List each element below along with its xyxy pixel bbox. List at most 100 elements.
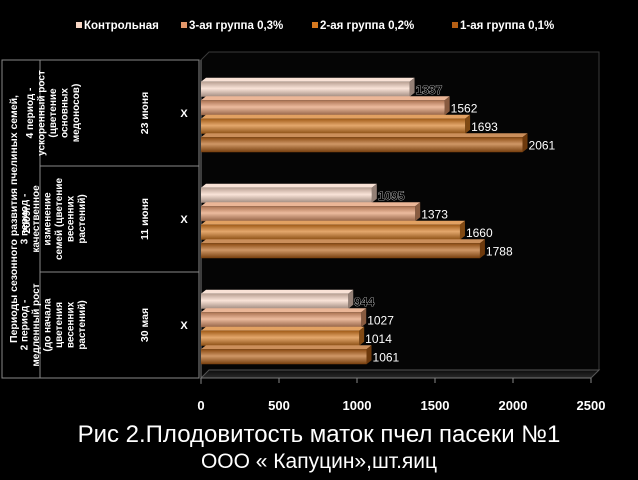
x-tick-label: 1500: [421, 398, 450, 413]
category-date-label: 30 мая: [139, 308, 151, 342]
bar: [201, 243, 480, 259]
bar-value-label: 1660: [466, 226, 493, 240]
bar-value-label: 1027: [367, 313, 394, 327]
bar: [201, 100, 445, 116]
bar-end-cap: [465, 114, 471, 134]
bar: [201, 137, 523, 153]
legend-swatch: [312, 22, 318, 28]
x-tick-label: 1000: [343, 398, 372, 413]
category-period-line: растений): [77, 194, 88, 243]
legend-label: Контрольная: [84, 20, 159, 32]
category-table: Периоды сезонного развития пчелиных семе…: [1, 59, 200, 379]
category-date-label: 23 июня: [139, 92, 151, 135]
bar-value-label: 1562: [451, 101, 478, 115]
bar-value-label: 1061: [373, 350, 400, 364]
x-tick-label: 2000: [499, 398, 528, 413]
legend-label: 3-ая группа 0,3%: [189, 20, 283, 32]
category-period-line: основных: [60, 88, 71, 138]
bar-end-cap: [459, 220, 465, 240]
category-period-line: весенних: [65, 195, 76, 242]
category-mark: Х: [180, 108, 188, 120]
chart-caption-line1: Рис 2.Плодовитость маток пчел пасеки №1: [77, 421, 561, 448]
y-axis-title-line: Периоды сезонного развития пчелиных семе…: [8, 95, 20, 343]
bar-top-face: [201, 289, 354, 294]
bar: [201, 224, 460, 240]
bar-top-face: [201, 220, 465, 225]
category-period-label: 2 период -медленный рост(до началацветен…: [19, 283, 88, 366]
legend-swatch: [181, 22, 187, 28]
bar: [201, 118, 466, 134]
bar-group: 1337 1562 1693 2061 1095 1373 1660 1788 944 1027 1…: [201, 77, 556, 365]
bar-value-label: 1337: [416, 83, 443, 97]
category-period-line: цветения: [54, 302, 65, 348]
category-period-label: 4 период -ускоренный рост(цветениеосновн…: [25, 70, 82, 156]
bar: [201, 349, 367, 365]
category-period-line: (до начала: [42, 298, 53, 352]
bar-value-label: 944: [354, 295, 374, 309]
bar-end-cap: [371, 183, 377, 203]
bar: [201, 293, 349, 309]
category-period-line: медоносов): [71, 84, 82, 143]
bar-value-label: 1095: [378, 189, 405, 203]
y-axis-title-line: 2009г.: [21, 204, 33, 234]
bar-top-face: [201, 77, 415, 82]
category-period-line: качественное: [31, 185, 42, 253]
category-period-line: изменение: [42, 192, 53, 246]
bar-value-label: 1693: [471, 120, 498, 134]
bar-top-face: [201, 326, 365, 331]
category-period-label: 3 период -качественноеизменениесемей (цв…: [19, 178, 88, 260]
chart-caption-line2: ООО « Капуцин»,шт.яиц: [200, 450, 438, 473]
bar: [201, 206, 416, 222]
bar: [201, 312, 362, 328]
category-period-line: растений): [77, 300, 88, 349]
category-period-line: 3 период -: [19, 194, 30, 245]
category-period-line: семей (цветение: [54, 178, 65, 260]
plot-floor: [199, 369, 601, 379]
bar: [201, 330, 360, 346]
bar: [201, 187, 372, 203]
category-mark: Х: [180, 320, 188, 332]
category-period-line: ускоренный рост: [37, 70, 48, 156]
bar-value-label: 1788: [486, 244, 513, 258]
x-tick-label: 2500: [577, 398, 606, 413]
x-axis: 0 500 1000 1500 2000 2500: [197, 378, 605, 413]
bar-end-cap: [522, 133, 528, 153]
bar-value-label: 2061: [529, 138, 556, 152]
bar-top-face: [201, 183, 377, 188]
category-period-line: (цветение: [48, 88, 59, 138]
x-tick-label: 500: [268, 398, 290, 413]
legend: Контрольная 3-ая группа 0,3% 2-ая группа 0…: [76, 20, 554, 32]
legend-label: 2-ая группа 0,2%: [320, 20, 414, 32]
legend-swatch: [76, 22, 82, 28]
bar-value-label: 1373: [421, 207, 448, 221]
bar-end-cap: [479, 239, 485, 259]
y-axis-title: Периоды сезонного развития пчелиных семе…: [8, 95, 33, 343]
category-mark: Х: [180, 214, 188, 226]
bar-top-face: [201, 114, 471, 119]
bar-end-cap: [361, 308, 367, 328]
bar-top-face: [201, 345, 372, 350]
bar-end-cap: [348, 289, 354, 309]
legend-swatch: [452, 22, 458, 28]
bar-top-face: [201, 239, 485, 244]
category-period-line: 2 период -: [19, 300, 30, 351]
legend-label: 1-ая группа 0,1%: [460, 20, 554, 32]
bar-value-label: 1014: [365, 332, 392, 346]
category-period-line: 4 период -: [25, 88, 36, 139]
bar-top-face: [201, 96, 450, 101]
bar-top-face: [201, 133, 528, 138]
bar-end-cap: [415, 202, 421, 222]
bar-end-cap: [444, 96, 450, 116]
bar: [201, 81, 410, 97]
bar-end-cap: [409, 77, 415, 97]
bar-top-face: [201, 202, 421, 207]
bar-top-face: [201, 308, 367, 313]
bar-end-cap: [366, 345, 372, 365]
category-date-label: 11 июня: [139, 198, 151, 240]
bar-end-cap: [359, 326, 365, 346]
x-tick-label: 0: [197, 398, 204, 413]
category-period-line: медленный рост: [31, 283, 42, 366]
table-border: [1, 59, 200, 379]
category-period-line: весенних: [65, 301, 76, 348]
